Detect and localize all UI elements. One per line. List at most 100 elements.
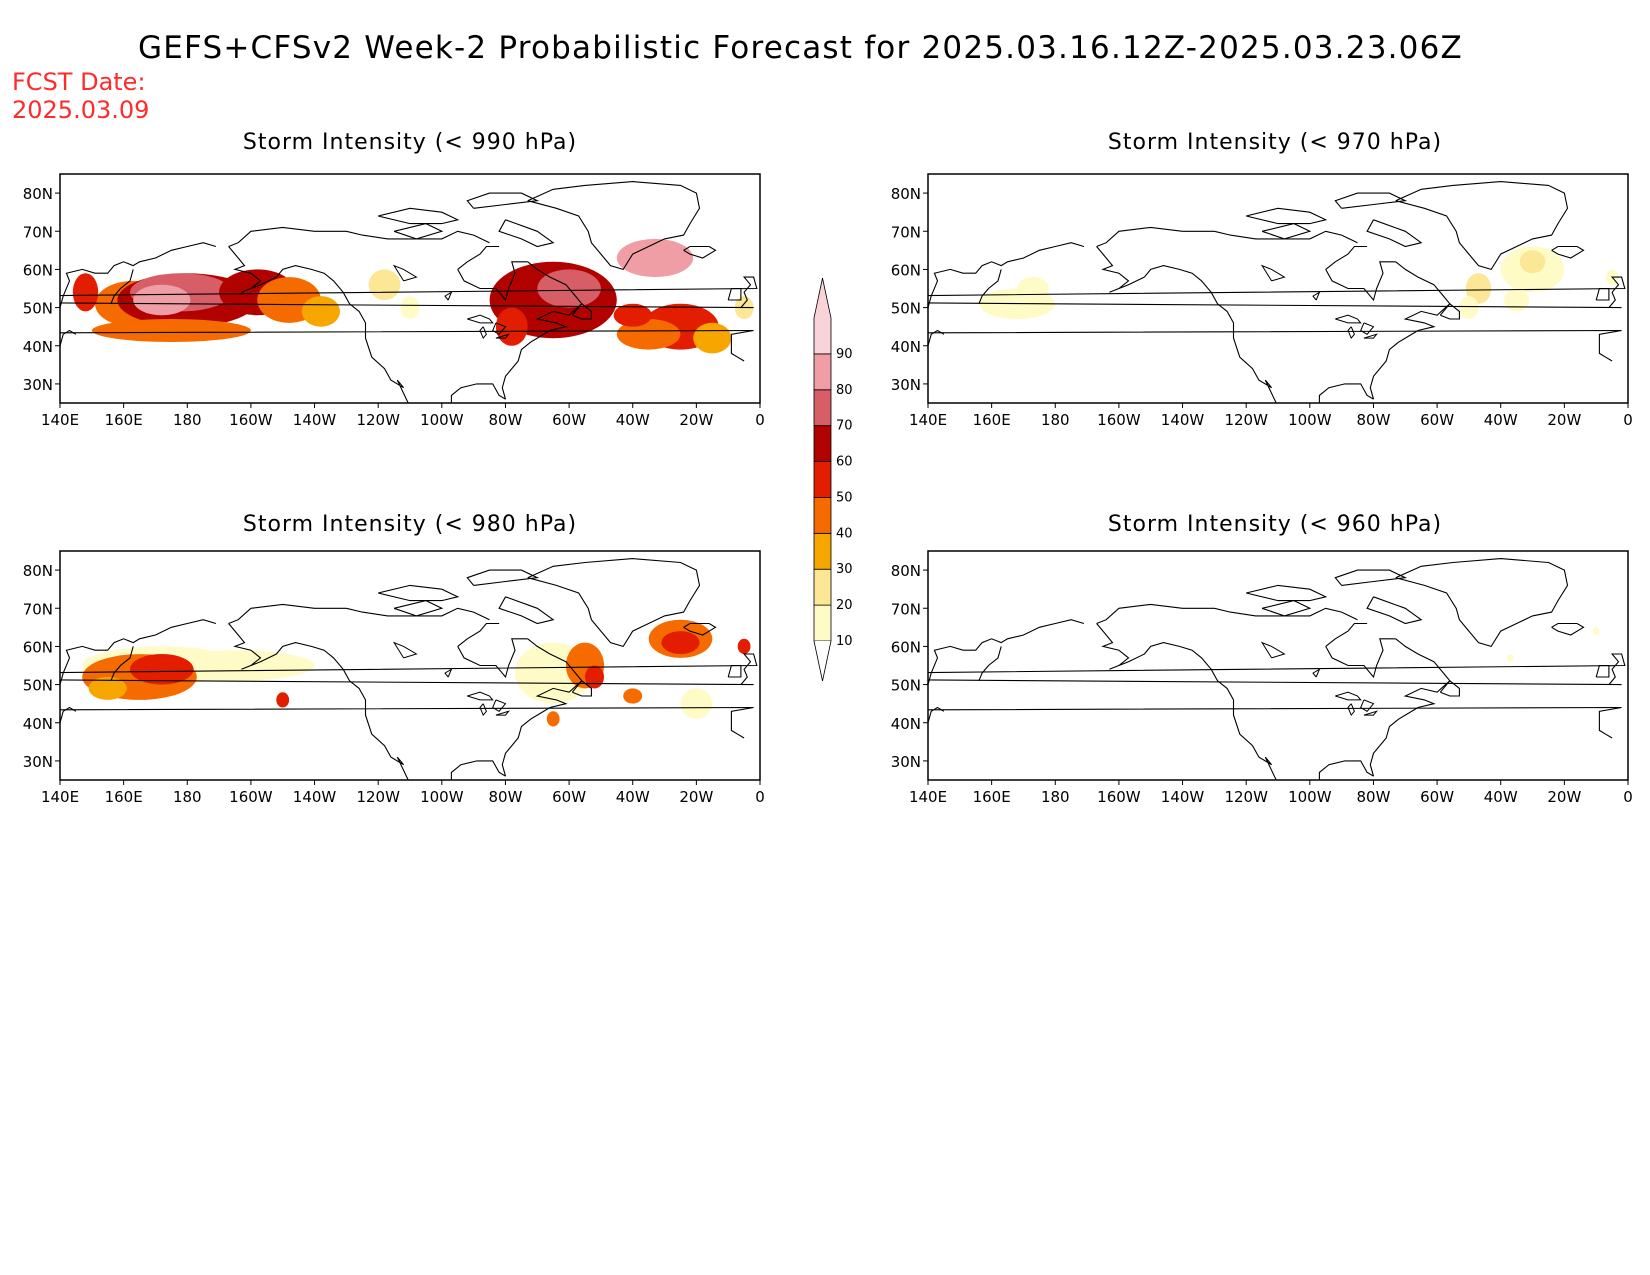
probability-area <box>276 692 290 708</box>
coastline <box>60 242 217 308</box>
lat-tick-label: 50N <box>23 677 53 695</box>
map-frame <box>927 550 1629 781</box>
lat-tick-label: 80N <box>23 562 53 580</box>
probability-area <box>130 654 194 685</box>
map-frame <box>59 550 761 781</box>
lake-outline <box>444 668 453 678</box>
lon-tick-label: 160E <box>105 788 143 806</box>
coastline <box>1369 638 1451 777</box>
coastline <box>1096 226 1358 248</box>
coastline <box>978 646 1002 682</box>
colorbar-label: 90 <box>836 347 853 362</box>
lake-outline <box>1312 291 1321 301</box>
lake-outline <box>1260 264 1286 282</box>
lat-tick-label: 60N <box>23 638 53 656</box>
coastline <box>928 619 1085 685</box>
lat-tick-label: 70N <box>891 223 921 241</box>
lat-tick-label: 60N <box>891 638 921 656</box>
lake-outline <box>392 641 418 659</box>
coastline <box>450 760 506 780</box>
probability-area <box>400 296 420 320</box>
lat-tick-label: 70N <box>23 600 53 618</box>
probability-area <box>546 711 560 727</box>
coastline <box>1246 584 1328 602</box>
lon-tick-label: 140E <box>41 411 79 429</box>
lon-tick-label: 100W <box>420 411 464 429</box>
coastline <box>60 619 217 685</box>
colorbar-swatch <box>813 532 832 570</box>
coastline <box>1439 303 1460 320</box>
coastline <box>1366 219 1423 248</box>
coastline <box>1246 207 1328 225</box>
coastline <box>1096 623 1277 780</box>
coastline <box>1551 245 1585 259</box>
lat-tick-label: 40N <box>23 338 53 356</box>
coastline <box>60 329 754 362</box>
coastline <box>1551 622 1585 636</box>
lon-tick-label: 40W <box>616 411 650 429</box>
colorbar-label: 60 <box>836 455 853 470</box>
map-panel-3: 80N 70N 60N 50N 40N 30N 140E 160E 180 160W 140W 120… <box>891 550 1633 806</box>
lat-tick-label: 40N <box>891 715 921 733</box>
lake-outline <box>479 326 487 340</box>
coastline <box>457 638 528 679</box>
lat-tick-label: 30N <box>891 376 921 394</box>
probability-area <box>72 273 99 312</box>
lat-tick-label: 60N <box>891 261 921 279</box>
probability-area <box>680 688 713 719</box>
coastline <box>1096 246 1277 403</box>
coastline <box>60 653 758 686</box>
coastline <box>378 207 460 225</box>
lat-tick-label: 30N <box>23 376 53 394</box>
coastline <box>928 329 1622 362</box>
lake-outline <box>1312 668 1321 678</box>
lat-tick-label: 70N <box>23 223 53 241</box>
coastline <box>1334 192 1408 209</box>
coastline <box>393 223 444 240</box>
lat-tick-label: 30N <box>891 753 921 771</box>
lon-tick-label: 40W <box>1484 788 1518 806</box>
lake-outline <box>1363 333 1379 339</box>
colorbar-label: 10 <box>836 634 853 649</box>
coastline <box>1439 680 1460 697</box>
probability-area <box>1503 288 1530 312</box>
coastline <box>978 269 1002 305</box>
coastline <box>1325 261 1396 302</box>
coastline <box>1318 383 1374 403</box>
lat-tick-label: 50N <box>23 300 53 318</box>
lon-tick-label: 0 <box>1623 788 1633 806</box>
probability-area <box>613 303 652 327</box>
lon-tick-label: 160W <box>229 788 273 806</box>
coastline <box>928 653 1626 686</box>
map-panel-2: 80N 70N 60N 50N 40N 30N 140E 160E 180 160W 140W 120… <box>23 550 765 806</box>
lon-tick-label: 100W <box>1288 788 1332 806</box>
probability-area <box>1519 250 1546 274</box>
lon-tick-label: 180 <box>173 411 202 429</box>
panel-title-960: Storm Intensity (< 960 hPa) <box>1107 512 1443 537</box>
map-frame <box>59 173 761 404</box>
lon-tick-label: 80W <box>488 788 522 806</box>
lon-tick-label: 120W <box>1224 788 1268 806</box>
coastline <box>60 276 758 309</box>
lon-tick-label: 80W <box>488 411 522 429</box>
lake-outline <box>1335 691 1362 701</box>
coastline <box>1334 569 1408 586</box>
coastline <box>1318 760 1374 780</box>
lon-tick-label: 180 <box>1041 411 1070 429</box>
coastline <box>571 680 592 697</box>
lake-outline <box>392 264 418 282</box>
lon-tick-label: 20W <box>1547 788 1581 806</box>
coastline <box>501 638 583 777</box>
lon-tick-label: 40W <box>616 788 650 806</box>
lon-tick-label: 140W <box>293 788 337 806</box>
probability-area <box>301 296 340 327</box>
lon-tick-label: 20W <box>679 788 713 806</box>
probability-area <box>1593 627 1600 635</box>
coastline <box>498 596 555 625</box>
coastline <box>683 622 717 636</box>
lake-outline <box>495 333 511 339</box>
lon-tick-label: 100W <box>420 788 464 806</box>
coastline <box>1325 245 1368 270</box>
coastline <box>228 246 409 403</box>
coastline <box>110 269 134 305</box>
